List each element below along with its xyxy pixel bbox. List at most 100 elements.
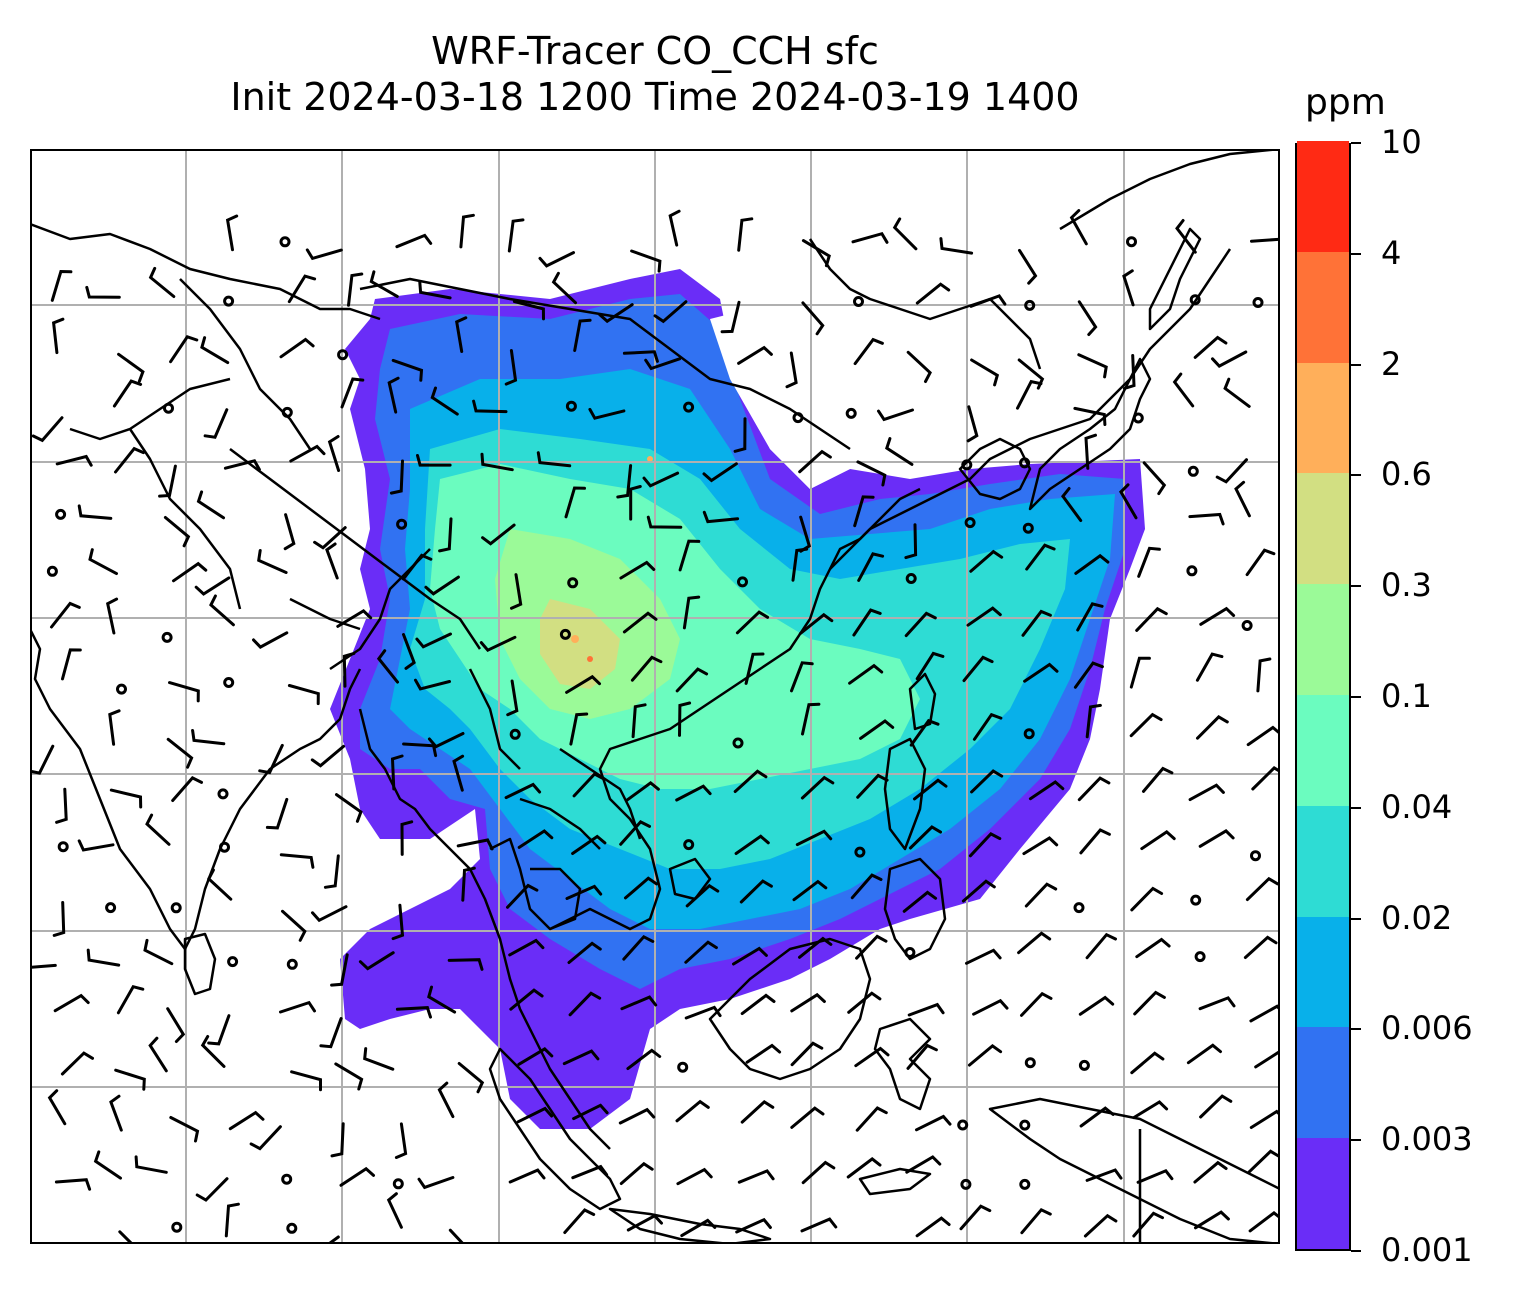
calm-wind-circle [677,1061,689,1073]
calm-wind-circle [55,508,67,520]
wind-barb [323,854,340,889]
calm-wind-circle [792,412,804,424]
wind-barb [53,993,90,1013]
colorbar [1295,140,1351,1251]
wind-barb [790,1041,824,1067]
wind-barb [1129,656,1151,689]
wind-barb [616,464,633,499]
wind-barb [790,992,826,1013]
wind-barb [850,873,883,900]
wind-barb [877,408,914,422]
wind-barb [846,1157,882,1179]
wind-barb [386,1192,403,1229]
wind-barb [536,451,572,468]
wind-barb [118,1230,135,1244]
wind-barb [1199,606,1236,626]
wind-barb [479,635,517,653]
wind-barb [60,1051,94,1076]
colorbar-segment [1297,140,1349,252]
wind-barb [88,548,118,576]
wind-barb [733,769,768,793]
wind-barb [626,1048,662,1071]
wind-barb [169,1116,200,1143]
wind-barb [668,209,681,247]
wind-barb [394,1122,408,1159]
calm-wind-circle [1073,902,1085,914]
wind-barb [1016,379,1043,410]
wind-barb [387,376,400,414]
wind-barb [970,358,1000,387]
calm-wind-circle [171,1221,183,1233]
border-china-mongolia [359,277,851,451]
calm-wind-circle [964,517,976,529]
wind-barb [134,1155,168,1174]
calm-wind-circle [737,576,748,588]
wind-barb [702,510,740,524]
wind-barb [653,300,688,324]
calm-wind-circle [1126,236,1137,248]
wind-barb [1186,1043,1222,1065]
colorbar-tick-label: 0.001 [1381,1231,1473,1269]
colorbar-tick-label: 0.006 [1381,1009,1473,1048]
wind-barb [391,903,405,941]
wind-barb [1073,406,1107,426]
wind-barb [798,936,833,959]
wind-barb [31,416,64,443]
wind-barb [1137,546,1161,578]
wind-barb [54,1178,92,1191]
wind-barb [148,1036,168,1073]
colorbar-tick [1351,696,1361,698]
calm-wind-circle [1187,465,1199,477]
wind-barb [1022,836,1059,856]
wind-barb [1083,1213,1118,1238]
wind-barb [859,719,895,740]
wind-barb [902,890,938,913]
wind-barb [508,1168,546,1184]
colorbar-tick [1351,474,1361,477]
wind-barb [1020,1207,1052,1235]
wind-barb [626,1213,663,1232]
wind-barb [1018,248,1038,285]
wind-barb [252,631,289,649]
wind-barb [619,1161,654,1185]
wind-barb [562,1049,600,1066]
wind-barb [93,1150,122,1180]
wind-barb [624,876,658,900]
calm-wind-circle [279,236,291,248]
border-pakistan [128,428,242,610]
wind-barb [852,608,882,637]
wind-barb [194,576,231,596]
calm-wind-circle [286,958,298,970]
wind-barb [196,490,225,520]
wind-barb [565,884,603,900]
wind-barb [622,611,658,634]
coast-sulawesi [873,1017,932,1111]
colorbar-segment [1297,805,1349,917]
wind-barb [905,1155,942,1174]
wind-barb [684,940,718,964]
colorbar-segment [1297,916,1349,1028]
wind-barb [30,744,55,775]
wind-barb [1084,433,1097,470]
wind-barb [336,609,373,628]
wind-barb [334,1062,364,1091]
coast-japan-north [1148,227,1202,331]
wind-barb [906,1043,938,1070]
wind-barb [720,300,741,334]
chart-title-line1: WRF-Tracer CO_CCH sfc [431,29,879,73]
wind-barb [117,352,145,383]
wind-barb [1172,372,1195,408]
wind-barb [169,335,199,364]
border-afghan [69,377,231,441]
coast-gulf-of-thailand [530,867,582,931]
calm-wind-circle [161,631,173,643]
wind-barb [203,408,229,439]
wind-barb [109,788,143,809]
wind-barb [1142,461,1167,496]
wind-barb [675,667,709,693]
colorbar-tick-label: 10 [1381,123,1422,161]
wind-barb [568,991,602,1017]
calm-wind-circle [1023,728,1035,740]
wind-barb [853,337,884,366]
coast-north-russia [1059,149,1280,231]
